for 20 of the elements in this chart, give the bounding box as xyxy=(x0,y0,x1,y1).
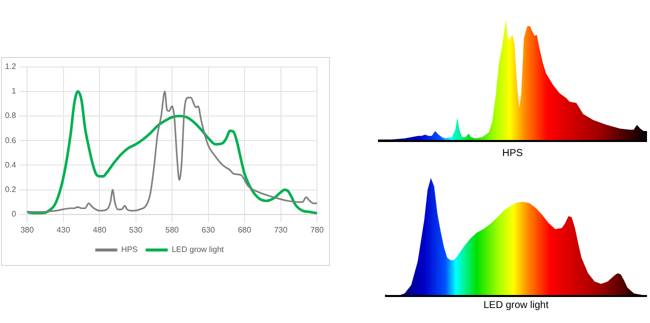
x-tick-label: 380 xyxy=(20,225,34,234)
text: LED grow light xyxy=(482,300,550,311)
x-tick-label: 680 xyxy=(238,225,252,234)
y-tick-label: 1 xyxy=(12,86,17,96)
x-tick-label: 430 xyxy=(56,225,71,234)
y-tick-label: 0.8 xyxy=(4,111,17,120)
x-tick-label: 780 xyxy=(310,225,324,234)
x-tick-label: 580 xyxy=(165,225,180,234)
y-tick-label: 0.6 xyxy=(4,136,17,145)
x-tick-label: 530 xyxy=(129,225,144,234)
x-tick-label: 480 xyxy=(92,225,107,234)
y-tick-label: 0 xyxy=(12,210,17,219)
y-tick-label: 0.2 xyxy=(4,185,17,194)
x-tick-label: 630 xyxy=(202,225,216,234)
legend-label: LED grow light xyxy=(172,245,225,254)
text: HPS xyxy=(501,148,524,159)
y-tick-label: 1.2 xyxy=(4,62,17,72)
x-tick-label: 730 xyxy=(274,225,288,234)
legend-label: HPS xyxy=(121,245,138,254)
y-tick-label: 0.4 xyxy=(4,160,17,170)
